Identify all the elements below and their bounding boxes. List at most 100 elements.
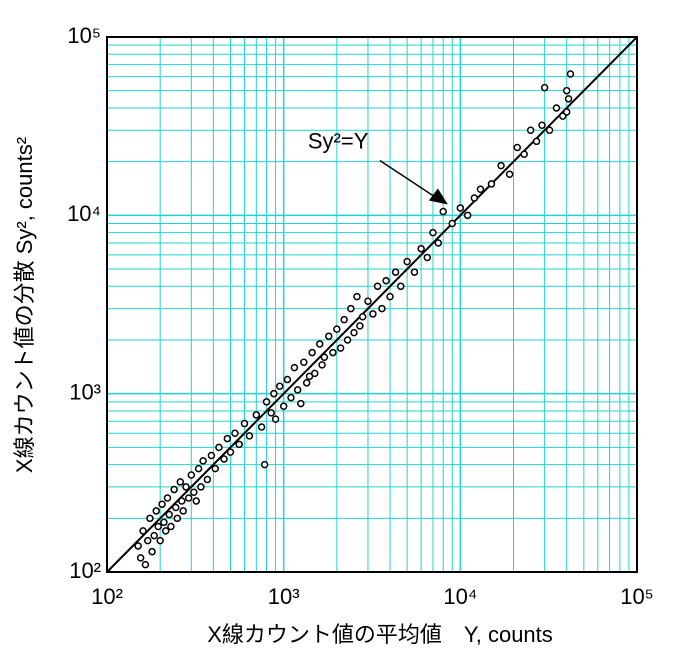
point xyxy=(353,292,361,301)
point xyxy=(156,536,164,545)
point xyxy=(192,497,200,505)
point xyxy=(211,464,220,473)
point xyxy=(439,207,447,216)
point xyxy=(350,328,358,337)
x-tick-label: 10⁴ xyxy=(443,584,477,609)
point xyxy=(347,304,355,313)
point xyxy=(257,423,266,431)
point xyxy=(290,363,299,372)
point xyxy=(540,83,549,92)
point xyxy=(470,194,479,202)
point xyxy=(403,257,411,266)
point xyxy=(378,304,386,313)
point xyxy=(287,393,295,402)
point xyxy=(526,126,535,134)
point xyxy=(223,434,232,443)
point xyxy=(325,332,333,340)
point xyxy=(373,282,382,291)
x-tick-label: 10² xyxy=(91,584,123,609)
point xyxy=(245,432,254,440)
point xyxy=(463,211,472,220)
point xyxy=(139,527,147,535)
point xyxy=(161,527,170,535)
point xyxy=(235,440,243,449)
point xyxy=(220,455,228,463)
point xyxy=(566,70,575,78)
point xyxy=(497,161,505,170)
point xyxy=(386,292,394,301)
point xyxy=(143,536,152,545)
y-axis-label: X線カウント値の分散 Sy², counts² xyxy=(12,137,37,473)
y-tick-label: 10⁵ xyxy=(67,23,101,48)
point xyxy=(148,547,156,556)
point xyxy=(179,507,187,515)
point xyxy=(423,253,432,262)
point xyxy=(197,483,205,491)
point xyxy=(505,170,514,178)
point xyxy=(333,325,341,333)
point xyxy=(158,500,166,508)
point xyxy=(343,336,352,344)
point xyxy=(358,312,367,321)
point xyxy=(163,494,172,502)
point xyxy=(308,348,316,357)
point xyxy=(267,409,275,417)
point xyxy=(397,282,405,291)
point xyxy=(182,483,190,491)
point xyxy=(320,353,329,362)
annotation-text: Sy²=Y xyxy=(308,128,369,153)
identity-line xyxy=(106,36,638,573)
point xyxy=(160,518,168,527)
point xyxy=(260,460,269,469)
point xyxy=(382,276,390,285)
point xyxy=(184,494,193,502)
point xyxy=(318,361,326,369)
point xyxy=(545,126,554,134)
point xyxy=(552,104,561,112)
point xyxy=(562,86,571,95)
point xyxy=(340,315,348,324)
x-axis-label: X線カウント値の平均値 Y, counts xyxy=(207,622,553,647)
point xyxy=(275,382,284,391)
point xyxy=(172,503,180,512)
point xyxy=(305,372,314,381)
point xyxy=(194,464,203,473)
point xyxy=(176,478,185,486)
point xyxy=(226,448,235,456)
point xyxy=(369,310,377,318)
point xyxy=(293,386,302,394)
y-tick-label: 10³ xyxy=(69,379,101,404)
point xyxy=(456,204,465,212)
point xyxy=(231,429,239,437)
point xyxy=(134,542,142,550)
point xyxy=(297,399,305,408)
point xyxy=(271,415,280,423)
point xyxy=(538,121,546,129)
point xyxy=(410,268,419,276)
point xyxy=(154,522,162,531)
point xyxy=(152,507,160,515)
point xyxy=(417,244,425,253)
x-tick-label: 10³ xyxy=(268,584,300,609)
plot-frame xyxy=(106,36,638,573)
point xyxy=(356,322,364,330)
point xyxy=(532,137,541,146)
point xyxy=(487,180,496,188)
y-tick-label: 10² xyxy=(69,558,101,583)
point xyxy=(300,358,308,367)
point xyxy=(203,475,212,484)
annotation-arrow xyxy=(379,159,437,199)
point xyxy=(262,398,271,406)
point xyxy=(270,389,278,398)
point xyxy=(329,348,337,357)
point xyxy=(252,411,261,419)
point xyxy=(178,497,186,505)
point xyxy=(167,522,175,531)
x-tick-label: 10⁵ xyxy=(620,584,654,609)
point xyxy=(476,185,485,194)
point xyxy=(315,340,324,348)
point xyxy=(150,531,158,540)
point xyxy=(146,514,154,523)
point xyxy=(302,379,311,387)
